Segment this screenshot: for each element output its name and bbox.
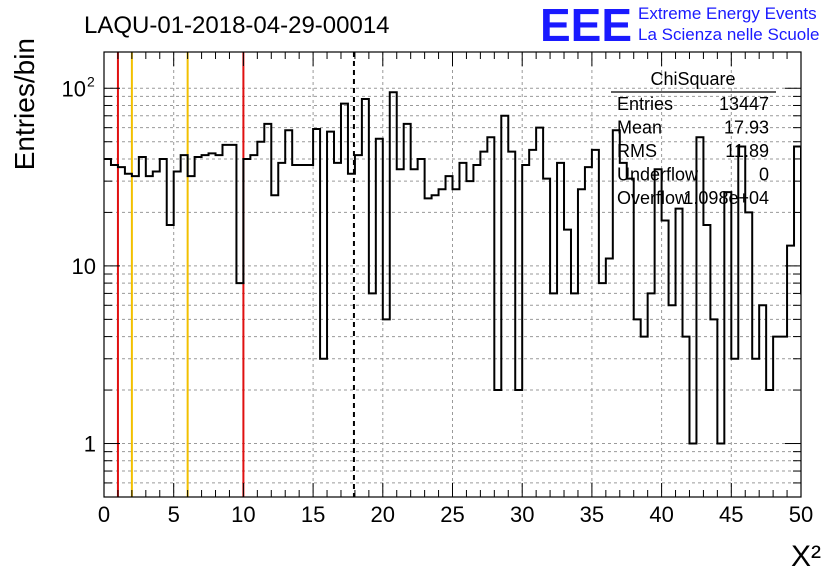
stats-title: ChiSquare bbox=[650, 69, 735, 89]
histogram-outline bbox=[104, 91, 801, 445]
stats-value-overflow: 1.098e+04 bbox=[683, 188, 769, 208]
chart-title: LAQU-01-2018-04-29-00014 bbox=[84, 12, 390, 39]
eee-logo-mark: EEE bbox=[540, 0, 632, 51]
stats-value-entries: 13447 bbox=[719, 94, 769, 114]
stats-label-overflow: Overflow bbox=[617, 188, 689, 208]
x-tick-label: 35 bbox=[580, 502, 604, 527]
stats-value-rms: 11.89 bbox=[725, 141, 769, 161]
stats-value-mean: 17.93 bbox=[724, 118, 769, 138]
x-tick-label: 5 bbox=[168, 502, 180, 527]
x-tick-label: 30 bbox=[510, 502, 534, 527]
y-tick-label: 10 bbox=[72, 254, 96, 279]
eee-logo-line2: La Scienza nelle Scuole bbox=[638, 25, 819, 44]
stats-label-rms: RMS bbox=[617, 141, 657, 161]
x-tick-labels: 0 5 10 15 20 25 30 35 40 45 50 bbox=[98, 502, 813, 527]
axis-ticks bbox=[103, 52, 802, 497]
stats-label-underflow: Underflow bbox=[617, 165, 699, 185]
plot-frame bbox=[103, 51, 802, 498]
x-tick-label: 25 bbox=[440, 502, 464, 527]
stats-box: ChiSquare Entries 13447 Mean 17.93 RMS 11.89 U… bbox=[611, 69, 776, 208]
y-tick-label: 10 bbox=[62, 76, 86, 101]
y-tick-label-exponent: 2 bbox=[87, 73, 95, 89]
stats-label-mean: Mean bbox=[617, 118, 662, 138]
x-tick-label: 0 bbox=[98, 502, 110, 527]
x-tick-label: 40 bbox=[649, 502, 673, 527]
x-axis-title: X² bbox=[791, 540, 821, 572]
x-tick-label: 50 bbox=[789, 502, 813, 527]
x-tick-label: 45 bbox=[719, 502, 743, 527]
stats-label-entries: Entries bbox=[617, 94, 673, 114]
x-tick-label: 10 bbox=[231, 502, 255, 527]
y-tick-label: 1 bbox=[84, 432, 96, 457]
x-tick-label: 20 bbox=[371, 502, 395, 527]
eee-logo: EEE Extreme Energy Events La Scienza nel… bbox=[540, 0, 819, 51]
x-tick-label: 15 bbox=[301, 502, 325, 527]
y-axis-title: Entries/bin bbox=[9, 38, 40, 170]
stats-value-underflow: 0 bbox=[759, 165, 769, 185]
eee-logo-line1: Extreme Energy Events bbox=[638, 4, 817, 23]
